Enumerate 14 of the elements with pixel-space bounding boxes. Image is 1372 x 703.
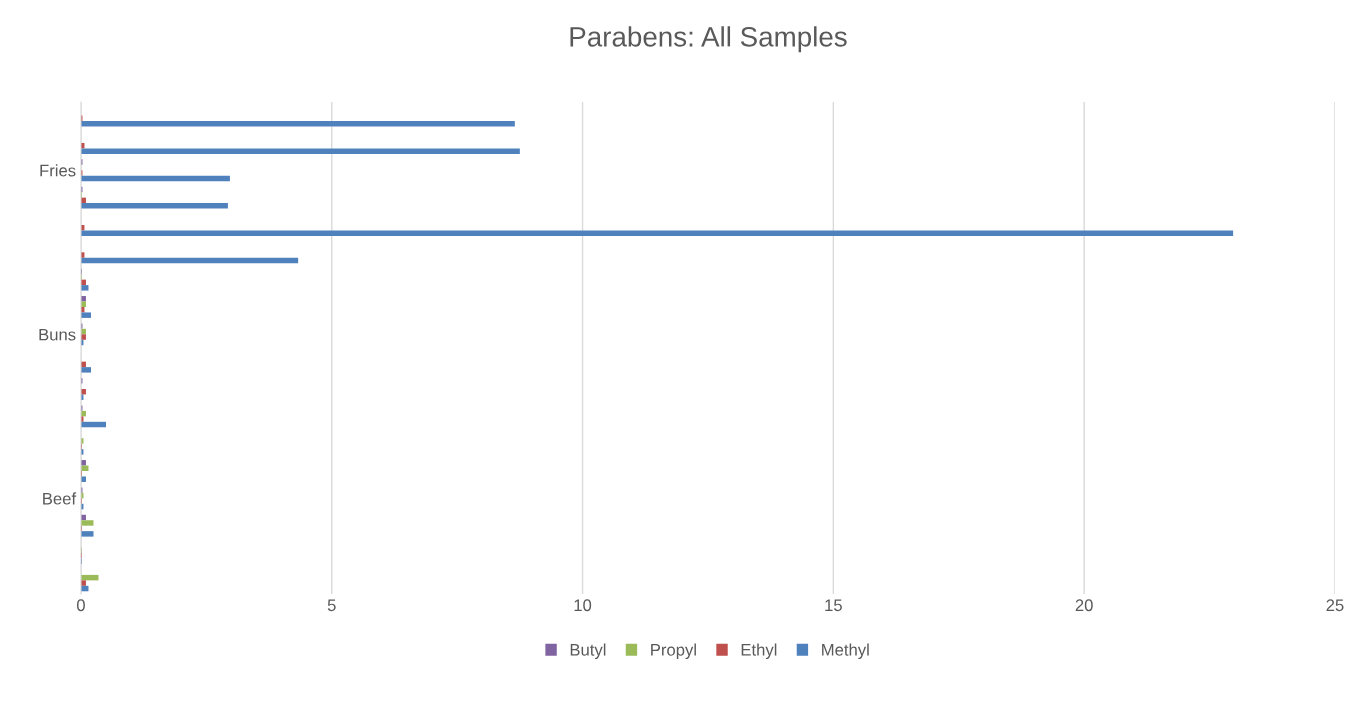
- x-tick-label: 10: [574, 599, 592, 612]
- x-tick-label: 15: [825, 599, 842, 612]
- y-tick-label: Buns: [39, 328, 76, 341]
- legend-label: Propyl: [651, 643, 696, 660]
- legend-label: Methyl: [822, 643, 869, 660]
- x-tick-label: 0: [76, 599, 85, 612]
- y-tick-label: Beef: [43, 492, 77, 505]
- legend-label: Butyl: [570, 643, 606, 660]
- y-tick-label: Fries: [40, 164, 76, 177]
- x-tick-label: 5: [327, 599, 336, 612]
- x-tick-label: 20: [1075, 599, 1093, 612]
- x-tick-label: 25: [1326, 599, 1344, 612]
- legend-label: Ethyl: [741, 643, 777, 660]
- chart-title: Parabens: All Samples: [570, 26, 847, 53]
